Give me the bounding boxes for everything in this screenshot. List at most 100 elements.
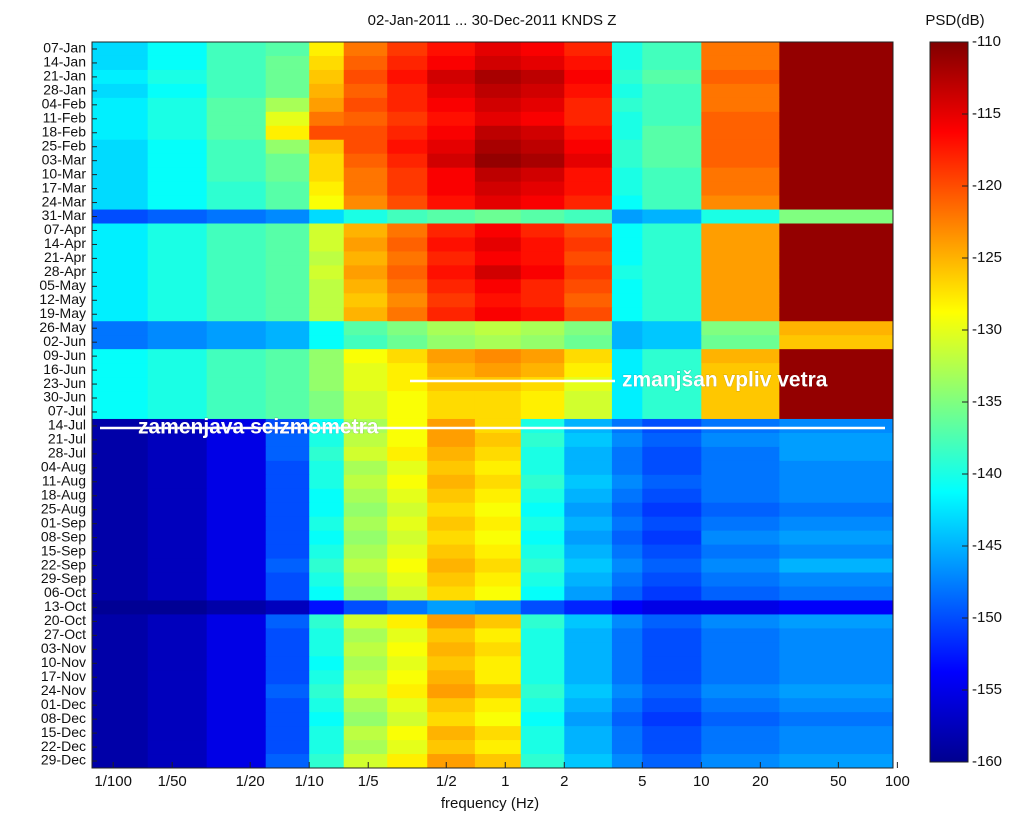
heatmap-cell xyxy=(206,335,267,350)
heatmap-cell xyxy=(309,307,345,322)
heatmap-cell xyxy=(701,55,780,71)
heatmap-cell xyxy=(642,153,702,169)
heatmap-cell xyxy=(309,502,345,518)
y-tick-label: 03-Nov xyxy=(41,640,86,656)
heatmap-cell xyxy=(265,405,310,420)
heatmap-cell xyxy=(642,558,702,574)
heatmap-cell xyxy=(92,377,149,392)
heatmap-cell xyxy=(779,642,894,657)
heatmap-cell xyxy=(92,558,149,574)
heatmap-cell xyxy=(343,111,388,127)
heatmap-cell xyxy=(642,670,702,685)
heatmap-cell xyxy=(387,69,428,85)
heatmap-cell xyxy=(564,251,613,266)
heatmap-cell xyxy=(520,42,565,57)
heatmap-cell xyxy=(564,516,613,532)
heatmap-cell xyxy=(701,530,780,546)
heatmap-cell xyxy=(343,265,388,280)
heatmap-cell xyxy=(343,293,388,308)
heatmap-cell xyxy=(520,265,565,280)
y-tick-label: 11-Aug xyxy=(42,472,86,488)
heatmap-cell xyxy=(564,223,613,238)
heatmap-cell xyxy=(779,684,894,699)
heatmap-cell xyxy=(427,251,476,266)
heatmap-cell xyxy=(520,684,565,699)
heatmap-cell xyxy=(427,265,476,280)
heatmap-cell xyxy=(206,502,267,518)
heatmap-cell xyxy=(779,600,894,615)
heatmap-cell xyxy=(206,195,267,211)
heatmap-cell xyxy=(265,69,310,85)
heatmap-cell xyxy=(474,181,522,197)
heatmap-cell xyxy=(779,153,894,169)
heatmap-cell xyxy=(474,293,522,308)
heatmap-cell xyxy=(701,712,780,727)
heatmap-cell xyxy=(474,125,522,141)
heatmap-cell xyxy=(206,712,267,727)
heatmap-cell xyxy=(564,474,613,490)
heatmap-cell xyxy=(343,656,388,671)
heatmap-cell xyxy=(92,293,149,308)
heatmap-cell xyxy=(147,349,208,364)
heatmap-cell xyxy=(265,377,310,392)
heatmap-cell xyxy=(387,586,428,601)
y-tick-label: 25-Feb xyxy=(42,137,87,153)
heatmap-cell xyxy=(147,684,208,699)
heatmap-cell xyxy=(343,69,388,85)
heatmap-cell xyxy=(387,572,428,587)
heatmap-cell xyxy=(611,726,643,741)
heatmap-cell xyxy=(474,656,522,671)
y-tick-label: 09-Jun xyxy=(43,347,86,363)
heatmap-cell xyxy=(147,181,208,197)
heatmap-cell xyxy=(147,460,208,476)
heatmap-cell xyxy=(520,139,565,155)
heatmap-cell xyxy=(387,153,428,169)
heatmap-cell xyxy=(92,125,149,141)
heatmap-cell xyxy=(520,111,565,127)
heatmap-cell xyxy=(309,111,345,127)
heatmap-cell xyxy=(611,55,643,71)
heatmap-cell xyxy=(427,111,476,127)
heatmap-cell xyxy=(642,139,702,155)
heatmap-cell xyxy=(309,488,345,504)
heatmap-cell xyxy=(779,712,894,727)
heatmap-cell xyxy=(206,97,267,113)
heatmap-cell xyxy=(309,279,345,294)
heatmap-cell xyxy=(474,97,522,113)
heatmap-cell xyxy=(265,139,310,155)
heatmap-cell xyxy=(779,307,894,322)
heatmap-cell xyxy=(642,363,702,378)
heatmap-cell xyxy=(147,405,208,420)
heatmap-cell xyxy=(779,335,894,350)
annotation: zamenjava seizmometra xyxy=(138,416,379,439)
heatmap-cell xyxy=(564,237,613,252)
heatmap-cell xyxy=(265,516,310,532)
heatmap-cell xyxy=(701,670,780,685)
heatmap-cell xyxy=(427,363,476,378)
heatmap-cell xyxy=(701,69,780,85)
heatmap-cell xyxy=(309,125,345,141)
heatmap-cell xyxy=(427,321,476,336)
heatmap-cell xyxy=(642,474,702,490)
heatmap-cell xyxy=(520,586,565,601)
heatmap-cell xyxy=(611,377,643,392)
heatmap-cell xyxy=(474,460,522,476)
heatmap-cell xyxy=(387,181,428,197)
heatmap-cell xyxy=(265,600,310,615)
heatmap-cell xyxy=(642,237,702,252)
heatmap-cell xyxy=(474,558,522,574)
heatmap-cell xyxy=(92,642,149,657)
heatmap-cell xyxy=(265,167,310,183)
heatmap-cell xyxy=(427,391,476,406)
heatmap-cell xyxy=(427,516,476,532)
heatmap-cell xyxy=(611,446,643,462)
heatmap-cell xyxy=(427,153,476,169)
heatmap-cell xyxy=(427,97,476,113)
heatmap-cell xyxy=(387,195,428,211)
heatmap-cell xyxy=(92,474,149,490)
heatmap-cell xyxy=(92,572,149,587)
heatmap-cell xyxy=(520,335,565,350)
heatmap-cell xyxy=(206,167,267,183)
heatmap-cell xyxy=(206,474,267,490)
heatmap-cell xyxy=(611,460,643,476)
